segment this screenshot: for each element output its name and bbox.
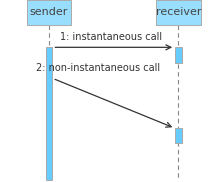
Bar: [175, 128, 182, 143]
Bar: [156, 0, 201, 25]
Bar: [46, 47, 52, 180]
Bar: [175, 47, 182, 63]
Text: receiver: receiver: [156, 7, 201, 17]
Text: 1: instantaneous call: 1: instantaneous call: [60, 32, 163, 42]
Text: 2: non-instantaneous call: 2: non-instantaneous call: [36, 63, 160, 73]
Text: sender: sender: [30, 7, 68, 17]
Bar: [27, 0, 71, 25]
